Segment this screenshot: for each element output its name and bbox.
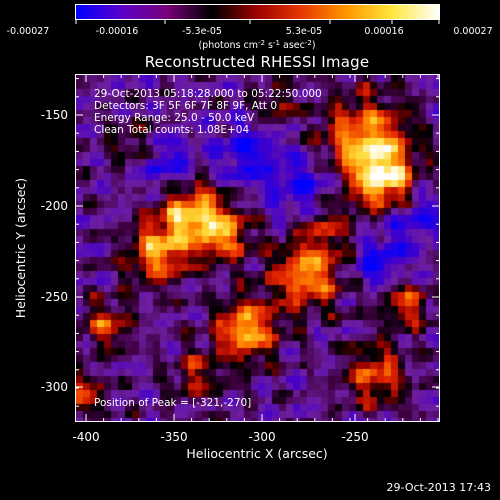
x-tick-label: -300 [248,430,276,444]
colorbar-tick-label: -0.00016 [95,26,139,37]
colorbar-tick-label: 0.00027 [453,26,493,37]
y-tick-label: -200 [40,199,68,213]
timestamp: 29-Oct-2013 17:43 [386,481,491,494]
x-tick-label: -400 [72,430,100,444]
info-detectors: Detectors: 3F 5F 6F 7F 8F 9F, Att 0 [94,100,278,112]
y-tick-label: -150 [40,108,68,122]
y-axis-label: Heliocentric Y (arcsec) [12,177,28,319]
x-tick-label: -350 [160,430,188,444]
y-tick-label: -250 [40,290,68,304]
colorbar [75,4,440,20]
colorbar-tick-label: 0.00016 [364,26,404,37]
x-tick-label: -250 [341,430,369,444]
x-axis-label: Heliocentric X (arcsec) [186,446,328,461]
info-clean-counts: Clean Total counts: 1.08E+04 [94,124,250,136]
colorbar-unit-label: (photons cm-2 s-1 asec-2) [198,39,316,51]
peak-position: Position of Peak = [-321,-270] [94,397,252,409]
plot-title: Reconstructed RHESSI Image [144,53,370,71]
y-tick-label: -300 [40,380,68,394]
colorbar-tick-label: -0.00027 [6,26,50,37]
image-plot-area: 29-Oct-2013 05:18:28.000 to 05:22:50.000… [75,74,440,422]
colorbar-tick-label: 5.3e-05 [285,26,323,37]
colorbar-tick-label: -5.3e-05 [182,26,222,37]
info-energy-range: Energy Range: 25.0 - 50.0 keV [94,112,255,124]
rhessi-image [76,75,439,421]
info-time-range: 29-Oct-2013 05:18:28.000 to 05:22:50.000 [94,88,322,100]
